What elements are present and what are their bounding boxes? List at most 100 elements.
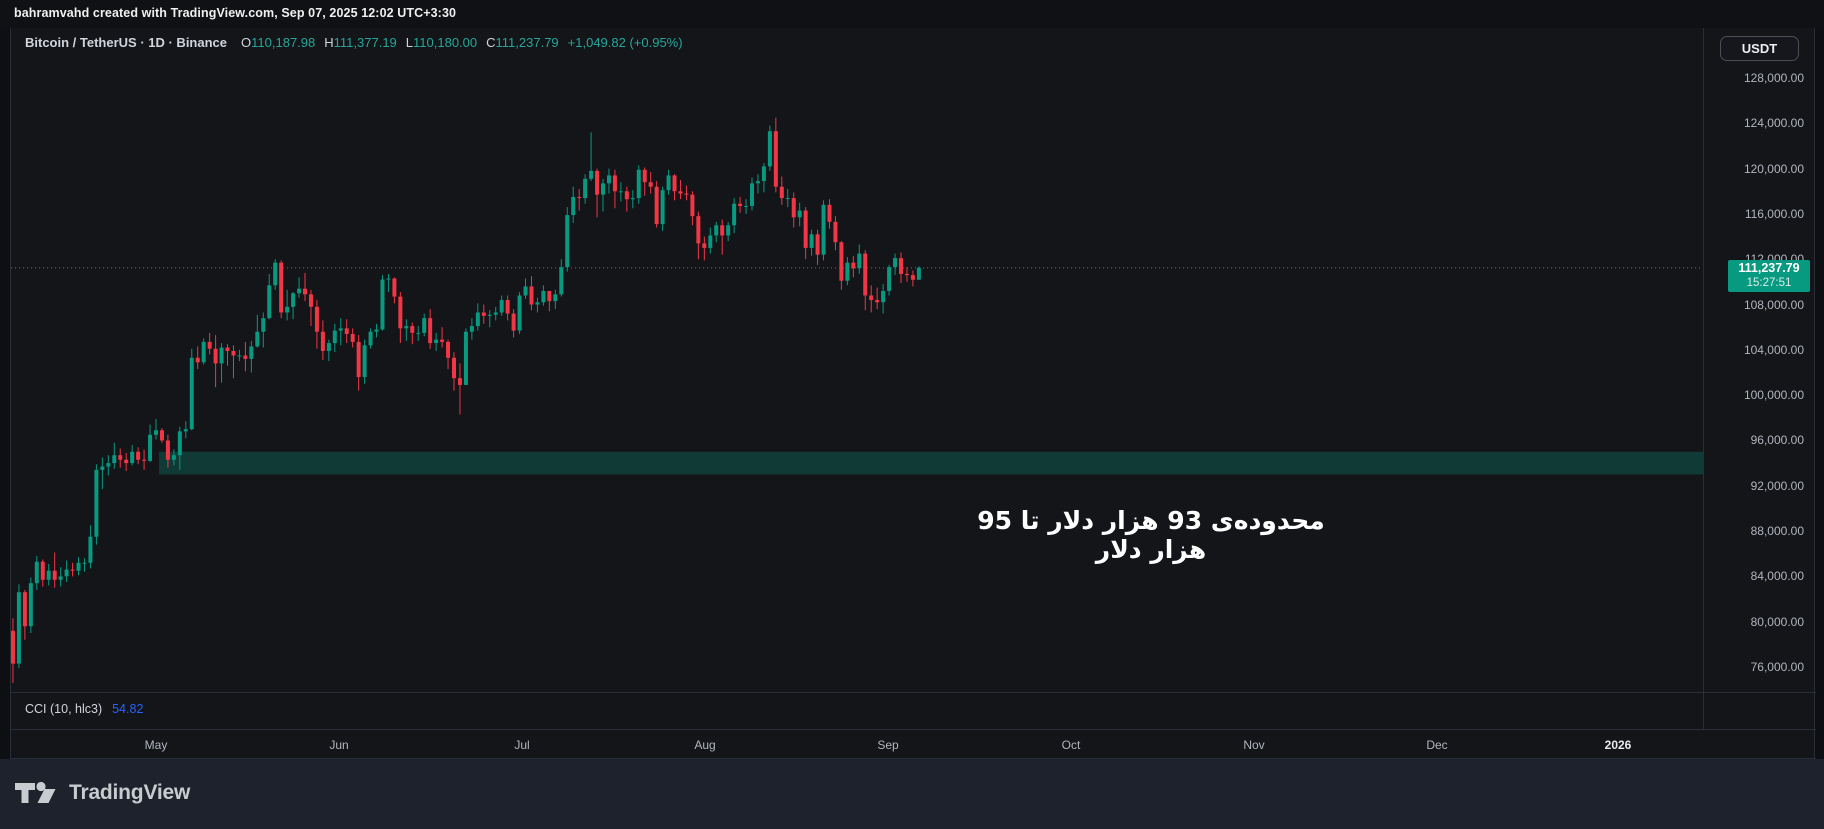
- candle-body: [434, 339, 439, 344]
- candle-body: [601, 183, 605, 195]
- candle-body: [541, 290, 546, 303]
- high-label: H: [324, 35, 334, 50]
- candle-body: [845, 262, 850, 281]
- price-tick-label: 108,000.00: [1743, 297, 1804, 312]
- candle-body: [750, 183, 754, 206]
- candle-body: [213, 348, 218, 364]
- support-zone-band[interactable]: [159, 451, 1703, 475]
- symbol-title[interactable]: Bitcoin / TetherUS · 1D · Binance: [25, 35, 228, 50]
- candle-body: [362, 345, 367, 378]
- candle-body: [16, 592, 21, 664]
- candle-body: [380, 279, 385, 330]
- candle-body: [446, 341, 451, 358]
- candle-body: [738, 203, 743, 206]
- price-tick-label: 128,000.00: [1743, 71, 1804, 85]
- candlestick-chart[interactable]: [11, 28, 1816, 759]
- candle-body: [374, 329, 379, 332]
- candle-body: [40, 561, 45, 580]
- candle-body: [368, 331, 373, 346]
- candle-body: [761, 166, 766, 182]
- candle-body: [612, 175, 617, 192]
- candle-body: [827, 204, 832, 222]
- candle-body: [416, 332, 421, 334]
- candle-body: [82, 562, 87, 564]
- candle-body: [475, 312, 480, 327]
- candle-body: [767, 131, 772, 167]
- time-tick-label: Sep: [877, 738, 899, 752]
- candle-body: [517, 295, 522, 331]
- candle-body: [559, 267, 564, 295]
- candle-body: [785, 198, 790, 200]
- candle-body: [404, 326, 409, 329]
- candle-body: [267, 285, 272, 319]
- candle-body: [165, 440, 170, 460]
- candle-body: [660, 190, 665, 225]
- candle-body: [171, 455, 176, 460]
- pane-divider[interactable]: [11, 692, 1816, 693]
- candle-body: [11, 630, 15, 664]
- attribution-text: bahramvahd created with TradingView.com,…: [14, 6, 457, 20]
- time-tick-label: Aug: [694, 738, 716, 752]
- candle-body: [452, 357, 456, 379]
- candle-body: [314, 306, 319, 332]
- candle-body: [88, 536, 93, 563]
- candle-body: [76, 562, 81, 571]
- time-tick-label: Jun: [329, 738, 349, 752]
- candle-body: [565, 215, 570, 268]
- candle-body: [28, 583, 33, 627]
- candle-body: [481, 312, 486, 316]
- candle-body: [291, 293, 296, 307]
- low-value: 110,180.00: [413, 35, 478, 50]
- candle-body: [839, 242, 844, 281]
- time-tick-label: May: [144, 738, 168, 752]
- candle-body: [618, 191, 623, 193]
- candle-body: [744, 205, 749, 207]
- indicator-name[interactable]: CCI (10, hlc3): [25, 702, 103, 716]
- price-tick-label: 116,000.00: [1744, 206, 1804, 221]
- candle-body: [386, 278, 391, 280]
- candle-body: [237, 355, 242, 357]
- open-label: O: [241, 35, 252, 50]
- candle-body: [398, 296, 403, 329]
- candle-body: [773, 131, 778, 187]
- price-tick-label: 76,000.00: [1750, 660, 1804, 674]
- candle-body: [648, 182, 653, 187]
- time-tick-label: Oct: [1061, 738, 1081, 752]
- candle-body: [833, 221, 838, 243]
- candle-body: [297, 288, 302, 294]
- price-tick-label: 96,000.00: [1750, 433, 1804, 448]
- candle-body: [672, 175, 677, 192]
- currency-toggle-button[interactable]: USDT: [1720, 36, 1799, 61]
- time-axis[interactable]: May Jun Jul Aug Sep Oct Nov Dec 2026: [11, 729, 1816, 759]
- candle-body: [535, 302, 540, 305]
- candle-body: [243, 355, 248, 359]
- candle-body: [350, 333, 355, 342]
- time-tick-label: Nov: [1243, 738, 1265, 752]
- candle-body: [94, 469, 99, 537]
- bar-close-countdown: 15:27:51: [1746, 276, 1792, 289]
- candle-body: [708, 235, 713, 248]
- candle-body: [571, 196, 576, 216]
- candle-body: [255, 331, 260, 347]
- candle-body: [52, 570, 57, 580]
- candle-body: [583, 178, 588, 199]
- candle-body: [261, 318, 266, 332]
- price-tick-label: 104,000.00: [1743, 342, 1804, 357]
- candle-body: [46, 570, 51, 580]
- candle-body: [64, 569, 69, 577]
- candle-body: [189, 357, 194, 430]
- time-tick-label: Jul: [514, 738, 530, 752]
- candle-body: [58, 576, 63, 580]
- close-value: 111,237.79: [495, 35, 559, 50]
- candle-body: [469, 326, 474, 332]
- zone-annotation-text[interactable]: محدوده‌ی 93 هزار دلار تا 95 هزار دلار: [977, 506, 1325, 564]
- price-axis-separator: [1703, 28, 1704, 729]
- candle-body: [732, 203, 737, 226]
- candle-body: [22, 592, 27, 627]
- candle-body: [487, 314, 492, 316]
- price-tick-label: 100,000.00: [1743, 388, 1804, 403]
- candle-body: [893, 258, 898, 268]
- brand-lockup[interactable]: TradingView: [14, 779, 190, 807]
- symbol-legend: Bitcoin / TetherUS · 1D · Binance O 110,18…: [25, 35, 683, 50]
- candle-body: [392, 278, 397, 297]
